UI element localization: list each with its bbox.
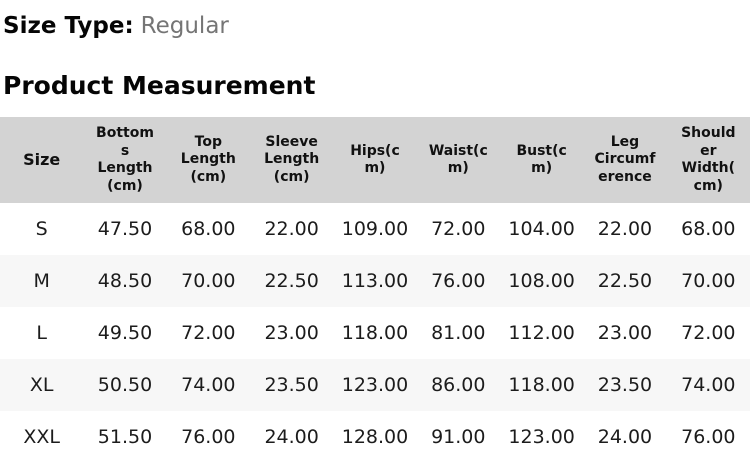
value-cell: 50.50 <box>97 374 153 396</box>
table-row: L 49.50 72.00 23.00 118.00 81.00 112.00 23.00 72… <box>0 307 750 359</box>
value-cell: 76.00 <box>431 270 486 292</box>
column-header: Leg Circumference <box>583 117 667 203</box>
table-header-row: Size Bottoms Length(cm) Top Length(cm) Slee… <box>0 117 750 203</box>
value-cell: 23.50 <box>264 374 319 396</box>
value-cell: 48.50 <box>97 270 153 292</box>
size-cell: XXL <box>23 426 60 448</box>
value-cell: 91.00 <box>431 426 486 448</box>
value-cell: 24.00 <box>597 426 653 448</box>
page-headings: Size Type: Regular Product Measurement <box>0 12 750 101</box>
value-cell: 70.00 <box>181 270 236 292</box>
table-row: M 48.50 70.00 22.50 113.00 76.00 108.00 22.50 70… <box>0 255 750 307</box>
value-cell: 81.00 <box>431 322 486 344</box>
value-cell: 118.00 <box>508 374 575 396</box>
value-cell: 22.00 <box>264 218 319 240</box>
value-cell: 22.00 <box>597 218 653 240</box>
value-cell: 104.00 <box>508 218 575 240</box>
value-cell: 70.00 <box>681 270 736 292</box>
value-cell: 68.00 <box>181 218 236 240</box>
table-row: XXL 51.50 76.00 24.00 128.00 91.00 123.00 24.00… <box>0 411 750 463</box>
column-header: Bust(cm) <box>499 117 584 203</box>
size-cell: M <box>33 270 50 292</box>
column-header: Top Length(cm) <box>166 117 250 203</box>
value-cell: 72.00 <box>431 218 486 240</box>
value-cell: 23.00 <box>264 322 319 344</box>
column-header: Sleeve Length(cm) <box>249 117 334 203</box>
table-body: S 47.50 68.00 22.00 109.00 72.00 104.00 22.00 68… <box>0 203 750 463</box>
value-cell: 113.00 <box>341 270 409 292</box>
table-header: Size Bottoms Length(cm) Top Length(cm) Slee… <box>0 117 750 203</box>
column-header: Hips(cm) <box>333 117 417 203</box>
column-header: Bottoms Length(cm) <box>83 117 167 203</box>
value-cell: 109.00 <box>341 218 409 240</box>
value-cell: 128.00 <box>341 426 409 448</box>
column-header-size: Size <box>0 117 84 203</box>
value-cell: 108.00 <box>508 270 575 292</box>
value-cell: 72.00 <box>181 322 236 344</box>
table-row: S 47.50 68.00 22.00 109.00 72.00 104.00 22.00 68… <box>0 203 750 255</box>
value-cell: 23.50 <box>597 374 653 396</box>
table-row: XL 50.50 74.00 23.50 123.00 86.00 118.00 23.50 7… <box>0 359 750 411</box>
size-type-line: Size Type: Regular <box>3 12 750 40</box>
value-cell: 76.00 <box>681 426 736 448</box>
value-cell: 24.00 <box>264 426 319 448</box>
size-type-value: Regular <box>140 13 229 39</box>
column-header: Shoulder Width(cm) <box>666 117 750 203</box>
value-cell: 123.00 <box>508 426 575 448</box>
column-header: Waist(cm) <box>416 117 500 203</box>
value-cell: 22.50 <box>597 270 653 292</box>
value-cell: 23.00 <box>597 322 653 344</box>
value-cell: 49.50 <box>97 322 153 344</box>
value-cell: 22.50 <box>264 270 319 292</box>
value-cell: 74.00 <box>681 374 736 396</box>
value-cell: 47.50 <box>97 218 153 240</box>
value-cell: 68.00 <box>681 218 736 240</box>
size-cell: XL <box>29 374 54 396</box>
size-cell: L <box>36 322 47 344</box>
value-cell: 118.00 <box>341 322 409 344</box>
value-cell: 112.00 <box>508 322 575 344</box>
value-cell: 74.00 <box>181 374 236 396</box>
value-cell: 72.00 <box>681 322 736 344</box>
value-cell: 123.00 <box>341 374 409 396</box>
size-cell: S <box>35 218 48 240</box>
size-type-label: Size Type: <box>3 13 134 39</box>
value-cell: 51.50 <box>97 426 153 448</box>
product-measurement-title: Product Measurement <box>3 71 316 100</box>
value-cell: 86.00 <box>431 374 486 396</box>
value-cell: 76.00 <box>181 426 236 448</box>
measurement-table: Size Bottoms Length(cm) Top Length(cm) Slee… <box>0 117 750 463</box>
